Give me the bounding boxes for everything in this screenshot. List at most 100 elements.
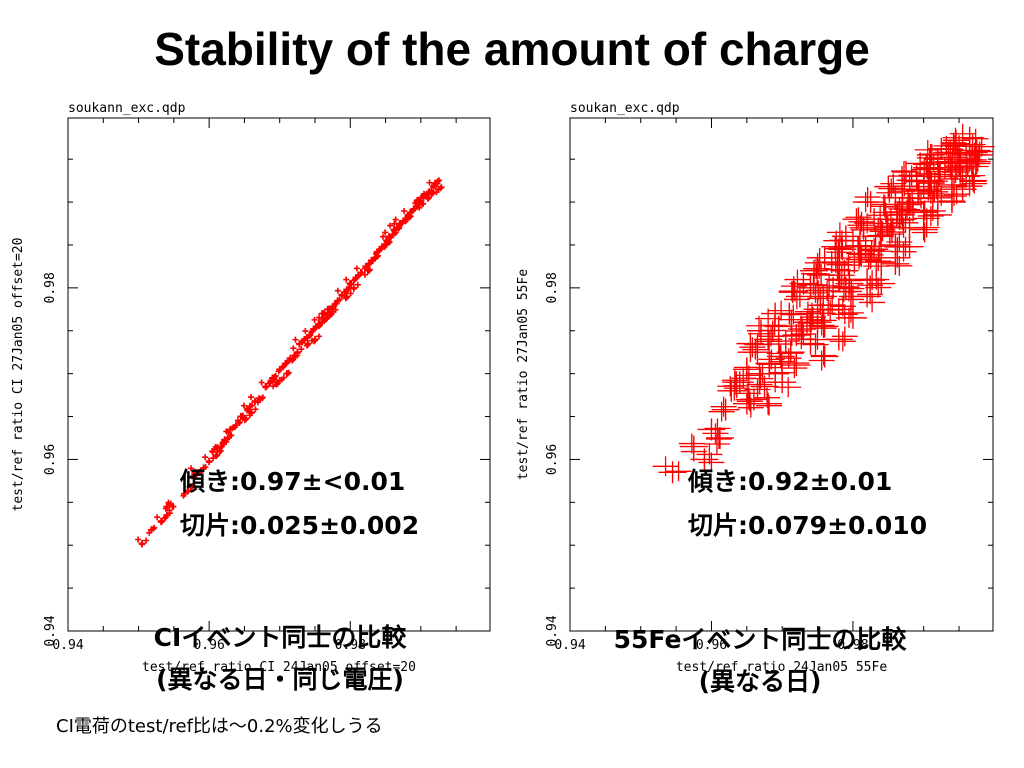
data-point-density [354, 273, 361, 280]
data-point-density [429, 190, 436, 197]
data-point-density [387, 222, 394, 229]
data-point-density [780, 276, 807, 297]
data-point-density [961, 173, 988, 194]
data-point-density [303, 342, 310, 349]
data-point-density [351, 276, 358, 283]
data-point-density [135, 536, 142, 543]
y-tick-label: 0.98 [43, 272, 58, 303]
data-point-density [180, 492, 187, 499]
data-point-density [234, 417, 241, 424]
y-tick-label: 0.94 [545, 615, 560, 646]
data-point-density [438, 184, 445, 191]
data-point-density [940, 132, 967, 153]
data-point-density [889, 187, 916, 208]
data-point-density [665, 461, 692, 482]
data-point-density [870, 194, 897, 215]
data-point-density [159, 518, 166, 525]
caption-fe55-line2: (異なる日) [698, 667, 822, 696]
data-point-density [867, 225, 894, 246]
data-point-density [831, 326, 858, 347]
data-point-density [723, 378, 750, 399]
data-point-density [188, 465, 195, 472]
data-point-density [316, 314, 323, 321]
data-point-density [249, 402, 256, 409]
data-point-density [917, 205, 944, 226]
data-point-density [150, 525, 157, 532]
data-point-density [425, 194, 432, 201]
data-point [923, 203, 952, 226]
data-point-density [876, 182, 903, 203]
data-point-density [139, 541, 146, 548]
y-axis-label: test/ref ratio CI 27Jan05 offset=20 [11, 238, 26, 512]
data-point-density [383, 237, 390, 244]
data-point-density [430, 182, 437, 189]
data-point-density [826, 222, 853, 243]
data-point-density [786, 321, 813, 342]
data-point-density [806, 247, 833, 268]
data-point-density [848, 211, 875, 232]
data-point-density [426, 179, 433, 186]
slope-annotation-fe55: 傾き:0.92±0.01 [688, 467, 893, 496]
data-point-density [826, 242, 853, 263]
data-point-density [778, 281, 805, 302]
data-point-density [865, 251, 892, 272]
data-point-density [345, 285, 352, 292]
data-point-density [167, 500, 174, 507]
data-point-density [814, 280, 841, 301]
data-point-density [831, 304, 858, 325]
data-point-density [780, 304, 807, 325]
data-point [810, 345, 839, 368]
data-point-density [406, 214, 413, 221]
data-point-density [324, 315, 331, 322]
data-point-density [830, 281, 857, 302]
data-point-density [921, 171, 948, 192]
data-point-density [739, 337, 766, 358]
data-point-density [710, 396, 737, 417]
data-point-density [890, 241, 917, 262]
data-point-density [374, 252, 381, 259]
data-point-density [381, 243, 388, 250]
data-point-density [258, 379, 265, 386]
data-point-density [810, 318, 837, 339]
data-point-density [942, 152, 969, 173]
data-point-density [962, 144, 989, 165]
data-point-density [847, 215, 874, 236]
data-point-density [202, 454, 209, 461]
data-point-density [737, 397, 764, 418]
data-point-density [386, 238, 393, 245]
data-point-density [898, 165, 925, 186]
data-point-density [189, 482, 196, 489]
data-point-density [258, 395, 265, 402]
data-point-density [778, 309, 805, 330]
data-point-density [867, 205, 894, 226]
data-point-density [845, 207, 872, 228]
data-point-density [161, 515, 168, 522]
data-point-density [369, 257, 376, 264]
data-point-density [717, 376, 744, 397]
data-point-density [828, 265, 855, 286]
data-point-density [854, 187, 881, 208]
data-point-density [242, 416, 249, 423]
data-point-density [392, 226, 399, 233]
x-tick-label: 0.98 [837, 638, 868, 653]
data-point-density [829, 331, 856, 352]
data-point-density [804, 252, 831, 273]
y-axis-label: test/ref ratio 27Jan05 55Fe [516, 269, 531, 480]
data-point-density [859, 292, 886, 313]
data-point-density [802, 282, 829, 303]
data-point-density [361, 265, 368, 272]
data-point-density [401, 207, 408, 214]
x-axis-label: test/ref ratio CI 24Jan05 offset=20 [142, 660, 416, 675]
data-point [754, 392, 783, 415]
data-point-density [189, 473, 196, 480]
data-point-density [865, 277, 892, 298]
data-point-density [259, 394, 266, 401]
data-point-density [332, 306, 339, 313]
data-point-density [347, 290, 354, 297]
data-point-density [819, 295, 846, 316]
data-point-density [960, 171, 987, 192]
y-tick-label: 0.94 [43, 615, 58, 646]
scatter-chart-fe55: soukan_exc.qdp 0.94 0.96 0.98 0.94 0.96 0.98 te… [516, 101, 995, 675]
data-point-density [290, 345, 297, 352]
slope-annotation-ci: 傾き:0.97±<0.01 [180, 467, 406, 496]
